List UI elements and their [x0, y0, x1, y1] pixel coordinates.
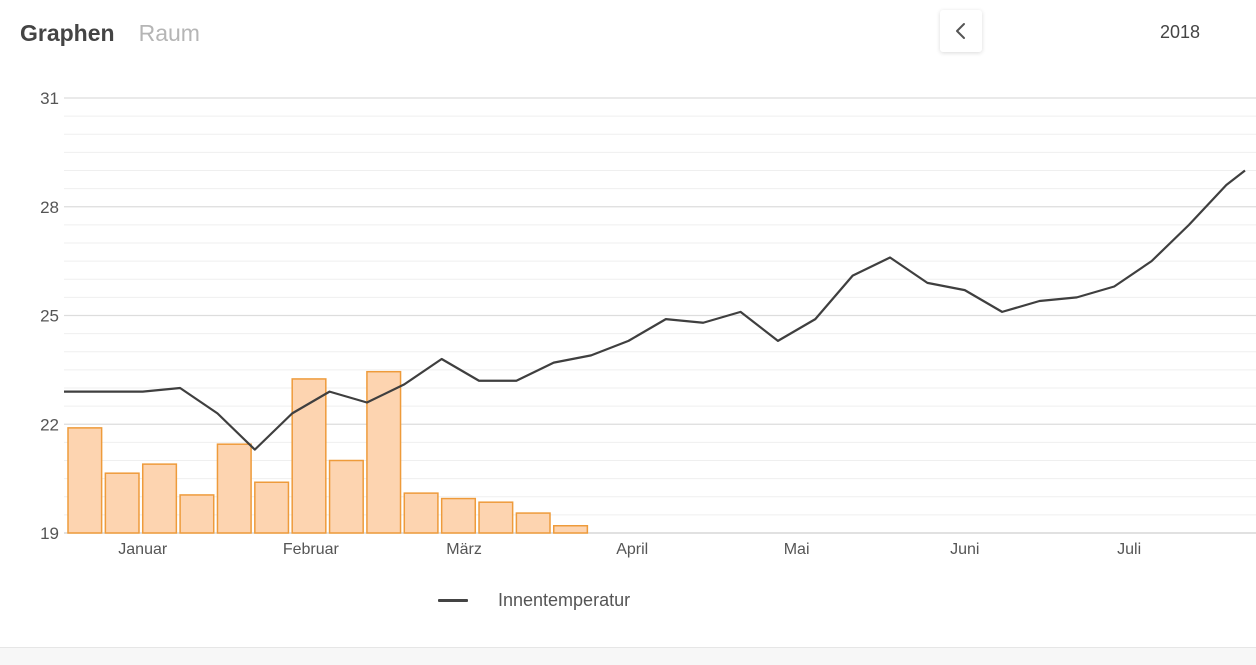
temperature-chart: 19 22 25 28 31 Januar Februar März April Mai Juni J… [0, 0, 1256, 580]
legend-line-swatch [438, 599, 468, 602]
graph-card: Graphen Raum 2018 19 22 25 28 31 Januar Februa… [0, 0, 1256, 648]
x-tick-label: Juli [1117, 541, 1141, 558]
y-tick-label: 25 [40, 307, 59, 326]
y-tick-label: 22 [40, 415, 59, 434]
bar [479, 502, 513, 533]
bar [143, 464, 177, 533]
y-tick-label: 31 [40, 89, 59, 108]
x-tick-label: Juni [950, 541, 979, 558]
bar [516, 513, 550, 533]
bar [554, 526, 588, 533]
bar [180, 495, 214, 533]
bar [217, 444, 251, 533]
y-tick-label: 28 [40, 198, 59, 217]
bar [442, 499, 476, 533]
bar [367, 372, 401, 533]
legend-label: Innentemperatur [498, 590, 630, 611]
temperature-line [64, 171, 1245, 450]
x-tick-label: Februar [283, 541, 340, 558]
chart-legend[interactable]: Innentemperatur [438, 590, 630, 611]
bar [292, 379, 326, 533]
x-tick-label: Mai [784, 541, 810, 558]
y-tick-label: 19 [40, 524, 59, 543]
bar [105, 473, 139, 533]
bar [255, 482, 289, 533]
bar [330, 461, 364, 534]
bar [404, 493, 438, 533]
x-tick-label: März [446, 541, 482, 558]
bar [68, 428, 102, 533]
x-tick-label: April [616, 541, 648, 558]
x-tick-label: Januar [118, 541, 168, 558]
